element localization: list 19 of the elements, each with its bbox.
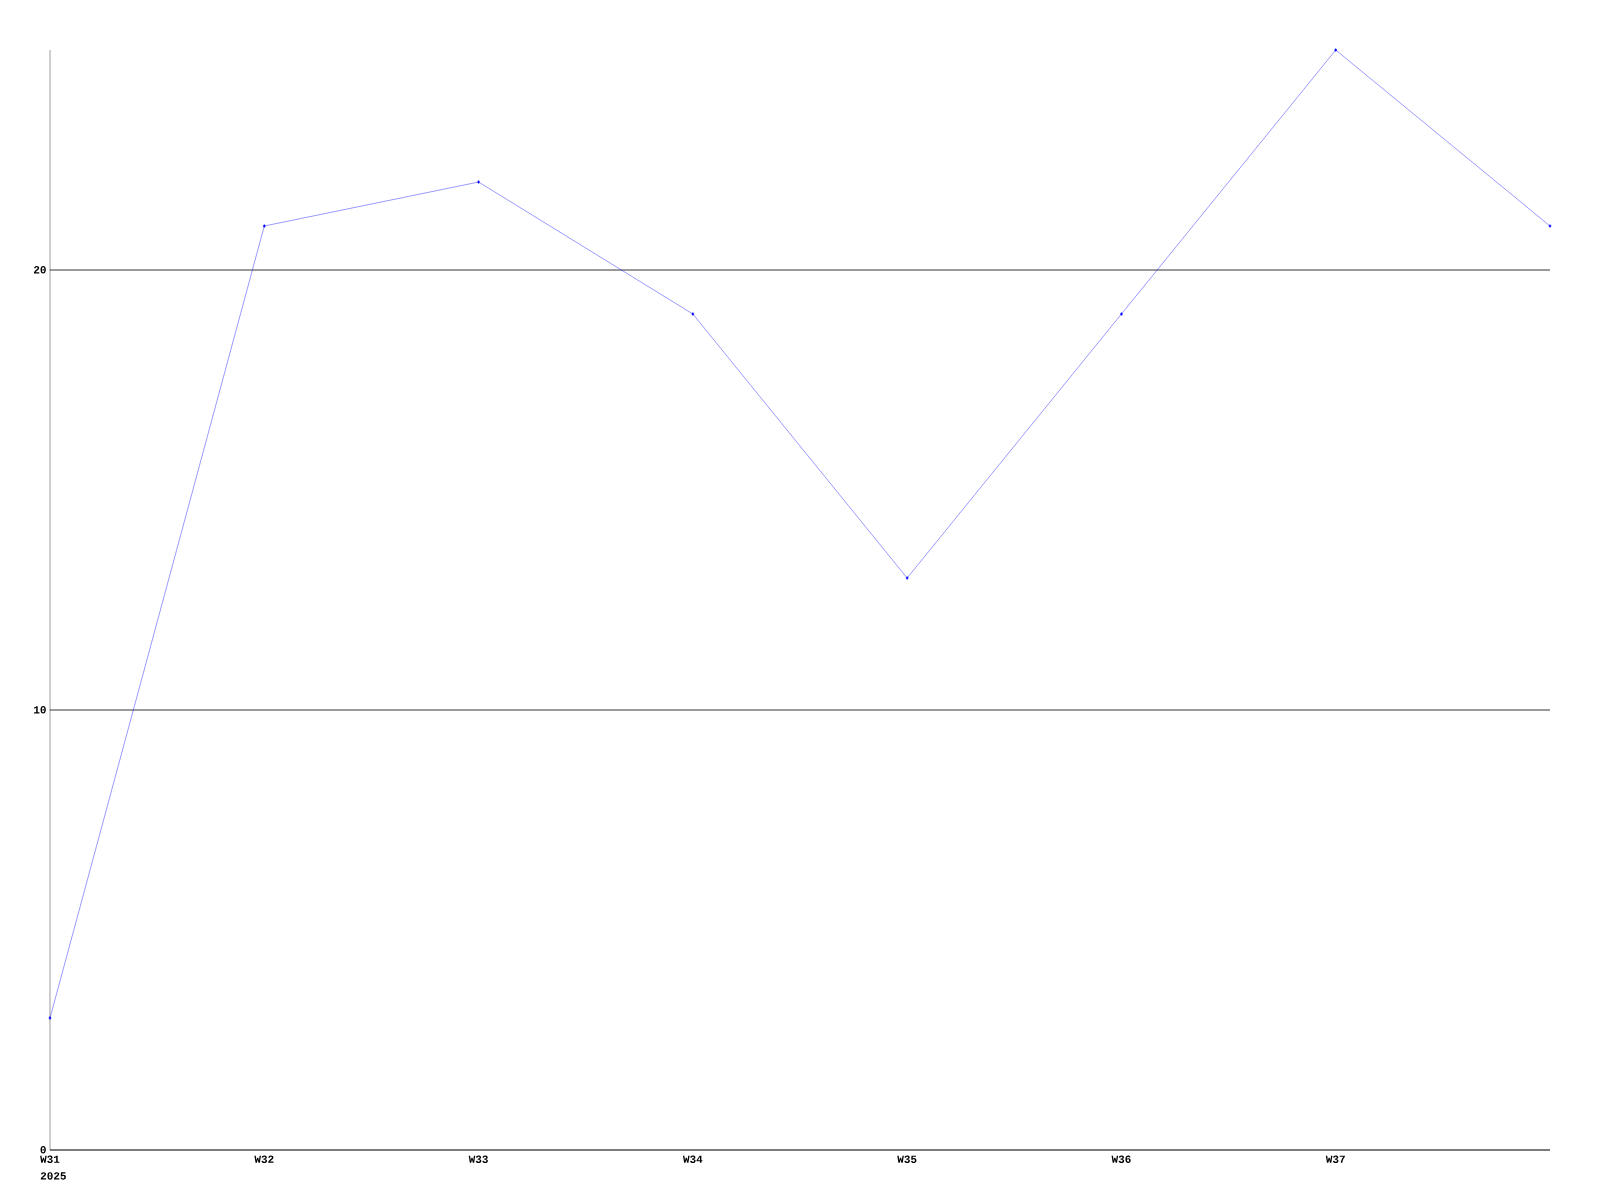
point: [262, 224, 266, 228]
text: 2025: [40, 1172, 66, 1180]
point: [691, 312, 695, 316]
point: [1548, 224, 1552, 228]
point: [48, 1016, 52, 1020]
x-tick-label: W33: [468, 1155, 488, 1163]
y-tick-label: 0: [40, 1146, 46, 1154]
point: [1334, 48, 1338, 52]
x-tick-label: W35: [897, 1155, 917, 1163]
y-tick-label: 20: [33, 266, 46, 274]
x-tick-label: W34: [683, 1155, 703, 1163]
y-tick-label: 10: [34, 706, 46, 714]
x-tick-label: W32: [254, 1155, 274, 1163]
point: [905, 576, 909, 580]
point: [477, 180, 480, 184]
point: [1120, 312, 1123, 316]
x-tick-label: W36: [1111, 1155, 1131, 1163]
x-tick-label: W37: [1325, 1155, 1345, 1163]
x-tick-label: W31: [40, 1155, 60, 1163]
